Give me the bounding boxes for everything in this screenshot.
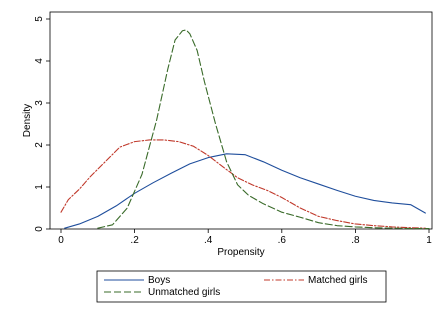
x-tick-label: .6 [278,235,287,246]
legend-label-unmatched-girls: Unmatched girls [148,287,220,298]
series-line-boys [64,153,426,229]
axes: 0 .2 .4 .6 .8 1 0 1 2 3 4 5 [34,11,433,246]
legend-label-matched-girls: Matched girls [308,275,367,286]
y-tick-label: 1 [34,184,45,190]
series-line-matched-girls [60,139,426,229]
legend-box [96,270,387,303]
x-tick-label: .4 [204,235,213,246]
legend: Boys Matched girls Unmatched girls [96,270,387,303]
series-line-unmatched-girls [97,29,430,230]
y-tick-label: 0 [34,226,45,232]
x-tick-label: .8 [351,235,360,246]
y-tick-label: 5 [34,16,45,22]
y-tick-label: 2 [34,142,45,148]
y-tick-label: 4 [34,58,45,64]
x-axis-title: Propensity [217,247,264,258]
y-tick-label: 3 [34,100,45,106]
x-tick-label: .2 [130,235,139,246]
plot-frame [49,11,433,230]
x-tick-label: 0 [58,235,64,246]
y-axis-title: Density [22,104,33,137]
series-lines [60,29,430,230]
legend-label-boys: Boys [148,275,170,286]
x-tick-label: 1 [426,235,432,246]
